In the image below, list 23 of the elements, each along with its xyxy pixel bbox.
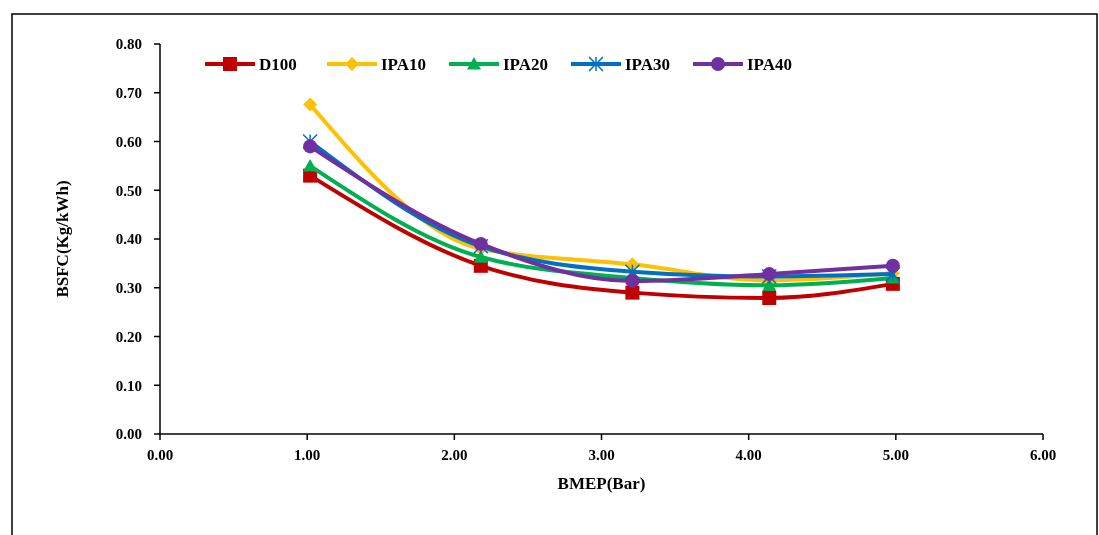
y-tick-label: 0.50 [115,182,142,199]
y-tick-label: 0.80 [115,36,142,53]
y-axis-title: BSFC(Kg/kWh) [53,180,72,298]
x-tick-label: 3.00 [588,447,615,463]
x-tick-label: 6.00 [1029,447,1057,463]
y-tick-label: 0.60 [115,133,142,150]
y-tick-label: 0.20 [115,328,142,345]
y-tick-label: 0.00 [115,426,142,443]
y-tick-label: 0.70 [115,85,142,101]
x-tick-label: 2.00 [441,447,468,463]
y-tick-label: 0.10 [115,377,142,394]
legend-label: IPA30 [625,54,671,74]
x-tick-label: 0.00 [146,447,174,463]
legend-label: IPA20 [503,54,549,74]
x-tick-label: 1.00 [294,447,321,463]
x-tick-label: 5.00 [882,447,909,463]
y-tick-label: 0.40 [115,231,142,248]
y-tick-label: 0.30 [115,280,142,296]
legend-label: IPA40 [747,54,793,74]
legend-label: IPA10 [381,54,427,74]
x-tick-label: 4.00 [735,447,762,463]
x-axis-title: BMEP(Bar) [557,474,646,493]
legend-label: D100 [259,54,297,74]
